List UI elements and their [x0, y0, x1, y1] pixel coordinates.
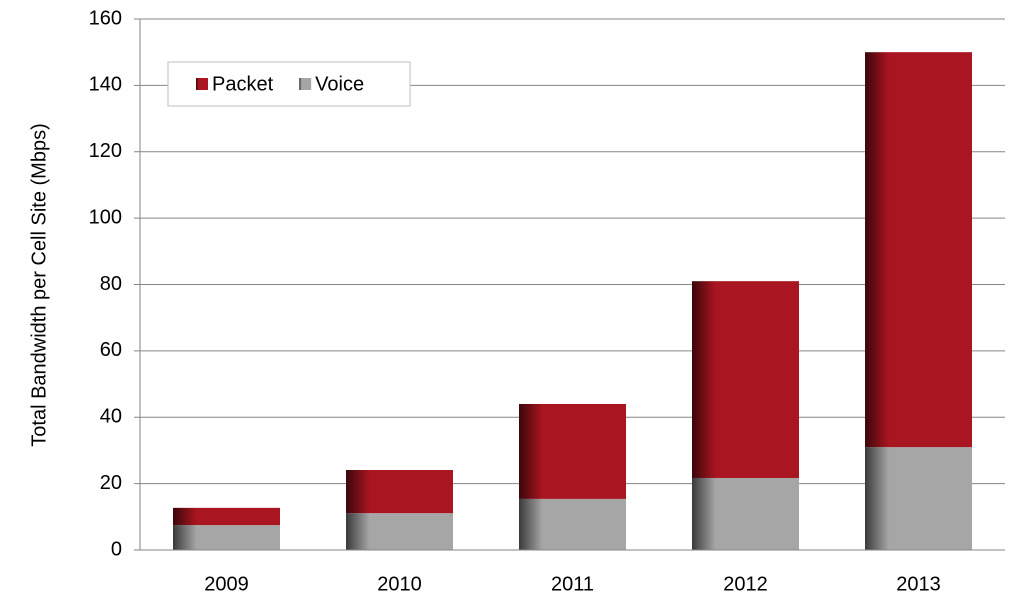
bar-segment: [519, 403, 626, 499]
bar-segment: [519, 498, 626, 550]
y-tick-label: 20: [100, 472, 122, 494]
bar-segment: [692, 281, 799, 478]
bar-segment: [346, 470, 453, 514]
y-tick-label: 120: [89, 140, 122, 162]
legend-box: [167, 61, 411, 107]
y-tick-label: 140: [89, 74, 122, 96]
legend-swatch: [196, 78, 208, 90]
legend-swatch: [299, 78, 312, 90]
bar-segment: [346, 513, 453, 550]
y-tick-label: 80: [100, 273, 122, 295]
bar-segment: [173, 525, 280, 550]
legend-label: Packet: [212, 73, 274, 95]
y-tick-label: 40: [100, 406, 122, 428]
x-tick-label: 2010: [377, 573, 422, 595]
y-tick-label: 0: [111, 538, 122, 560]
y-tick-label: 100: [89, 206, 122, 228]
y-tick-label: 60: [100, 339, 122, 361]
legend-label: Voice: [315, 73, 364, 95]
x-tick-label: 2011: [551, 573, 594, 595]
y-axis-label: Total Bandwidth per Cell Site (Mbps): [28, 123, 50, 446]
y-tick-label: 160: [89, 7, 122, 29]
x-tick-label: 2012: [723, 573, 768, 595]
x-tick-label: 2009: [204, 573, 249, 595]
bar-segment: [865, 52, 972, 448]
bar-segment: [173, 507, 280, 526]
x-tick-label: 2013: [896, 573, 941, 595]
bar-segment: [865, 447, 972, 550]
bar-segment: [692, 477, 799, 550]
